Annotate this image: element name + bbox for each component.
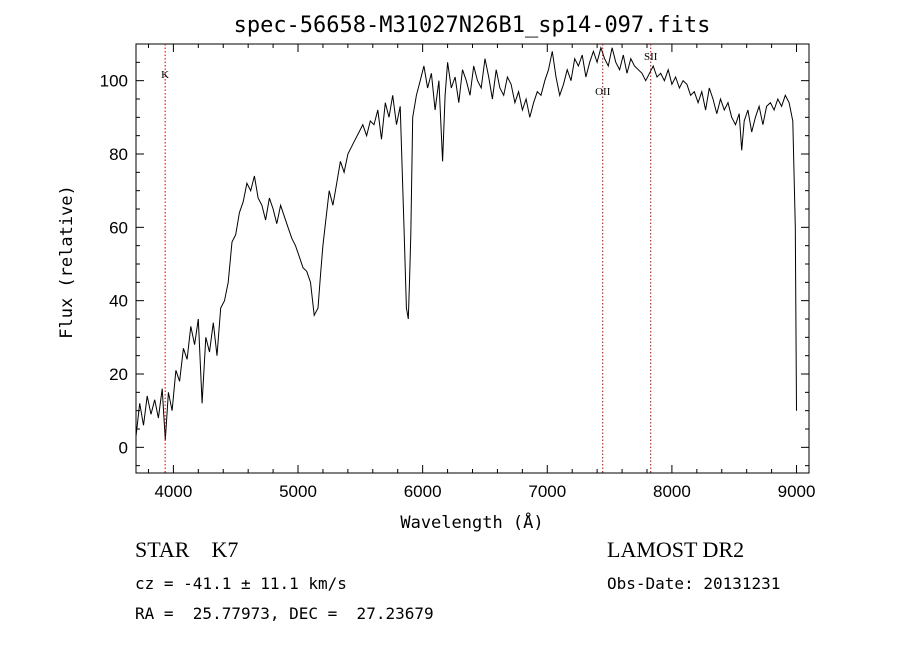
redshift-velocity: cz = -41.1 ± 11.1 km/s (135, 574, 347, 593)
marker-label-sii: SII (644, 51, 658, 63)
x-tick-label: 8000 (653, 482, 691, 501)
observation-date: Obs-Date: 20131231 (607, 574, 781, 593)
x-tick-label: 6000 (404, 482, 442, 501)
marker-label-oii: OII (595, 86, 611, 98)
x-axis-ticks: 4000 5000 6000 7000 8000 9000 (147, 44, 816, 501)
object-class: STAR K7 (135, 537, 239, 562)
y-axis-label: Flux (relative) (57, 185, 77, 339)
x-tick-label: 4000 (154, 482, 192, 501)
survey-name: LAMOST DR2 (607, 537, 745, 562)
y-tick-label: 80 (109, 145, 128, 164)
x-tick-label: 7000 (528, 482, 566, 501)
y-tick-label: 0 (119, 438, 128, 457)
y-axis-ticks: 0 20 40 60 80 100 (100, 43, 809, 467)
chart-title: spec-56658-M31027N26B1_sp14-097.fits (234, 13, 711, 38)
emission-line-markers: K OII SII (161, 44, 658, 473)
x-axis-label: Wavelength (Å) (400, 511, 543, 533)
plot-area (135, 43, 810, 474)
plot-frame (135, 43, 810, 474)
x-tick-label: 5000 (279, 482, 317, 501)
spectrum-line (135, 45, 797, 441)
coordinates: RA = 25.77973, DEC = 27.23679 (135, 604, 434, 623)
x-tick-label: 9000 (778, 482, 816, 501)
marker-label-k: K (161, 69, 169, 81)
y-tick-label: 20 (109, 365, 128, 384)
y-tick-label: 40 (109, 292, 128, 311)
y-tick-label: 100 (100, 72, 128, 91)
y-tick-label: 60 (109, 218, 128, 237)
